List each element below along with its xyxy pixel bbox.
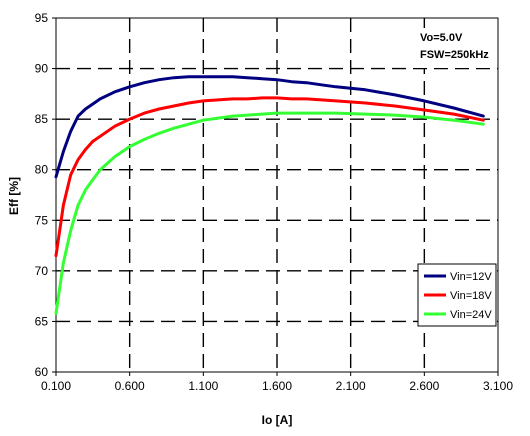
x-tick-label: 1.100 <box>188 379 218 393</box>
series-line-vin-24v <box>54 111 485 315</box>
y-axis-title: Eff [%] <box>7 177 21 215</box>
y-tick-label: 60 <box>35 365 49 379</box>
y-tick-label: 80 <box>35 163 49 177</box>
x-tick-labels: 0.100 0.600 1.100 1.600 2.100 2.600 3.100 <box>41 372 513 393</box>
series-line-vin-12v <box>54 75 485 179</box>
legend: Vin=12V Vin=18V Vin=24V <box>417 263 497 327</box>
annotation-box <box>412 28 496 68</box>
series-line-vin-18v <box>54 96 485 258</box>
x-tick-label: 3.100 <box>483 379 513 393</box>
x-tick-label: 1.600 <box>262 379 292 393</box>
x-tick-label: 2.600 <box>409 379 439 393</box>
legend-label: Vin=18V <box>450 290 492 302</box>
y-tick-label: 85 <box>35 112 49 126</box>
x-tick-label: 0.100 <box>41 379 71 393</box>
series-lines <box>54 75 485 315</box>
y-tick-label: 70 <box>35 264 49 278</box>
x-tick-label: 2.100 <box>336 379 366 393</box>
y-tick-label: 90 <box>35 62 49 76</box>
legend-label: Vin=12V <box>450 271 492 283</box>
annotation-vo: Vo=5.0V <box>420 32 463 44</box>
legend-label: Vin=24V <box>450 309 492 321</box>
y-tick-label: 75 <box>35 213 49 227</box>
x-axis-title: Io [A] <box>262 413 293 427</box>
y-tick-label: 65 <box>35 314 49 328</box>
annotation-fsw: FSW=250kHz <box>420 49 489 61</box>
x-tick-label: 0.600 <box>115 379 145 393</box>
y-tick-labels: 60 65 70 75 80 85 90 95 <box>35 11 56 379</box>
y-tick-label: 95 <box>35 11 49 25</box>
